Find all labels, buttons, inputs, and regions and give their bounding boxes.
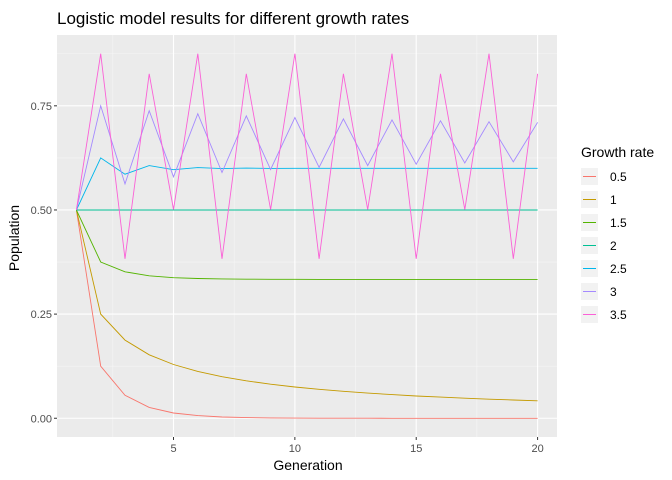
x-tick-label: 5 [170, 443, 176, 455]
chart-title: Logistic model results for different gro… [57, 9, 409, 28]
series-line-1-5 [75, 209, 538, 280]
legend: Growth rate 0.5 1 1.5 2 2.5 3 3.5 [581, 144, 654, 323]
legend-label: 1.5 [610, 216, 627, 230]
legend-title: Growth rate [581, 144, 654, 160]
x-axis-title: Generation [273, 457, 342, 473]
y-axis-title: Population [6, 205, 22, 271]
legend-label: 1 [610, 193, 617, 207]
legend-label: 3.5 [610, 308, 627, 322]
x-tick-label: 15 [410, 443, 422, 455]
legend-label: 2 [610, 239, 617, 253]
series-line-1 [75, 209, 538, 402]
y-tick-label: 0.50 [31, 205, 52, 217]
series-line-3 [75, 104, 538, 211]
series-line-2-5 [75, 157, 538, 211]
legend-label: 2.5 [610, 262, 627, 276]
series-line-0-5 [75, 209, 538, 419]
series-line-3-5 [75, 53, 539, 259]
legend-label: 3 [610, 285, 617, 299]
y-tick-label: 0.00 [31, 413, 52, 425]
y-tick-label: 0.25 [31, 309, 52, 321]
series-lines [75, 53, 539, 419]
legend-label: 0.5 [610, 170, 627, 184]
x-tick-label: 20 [531, 443, 543, 455]
y-axis-ticks: 0.00 0.25 0.50 0.75 [31, 101, 57, 425]
x-tick-label: 10 [289, 443, 301, 455]
plot-panel [57, 35, 557, 437]
legend-items: 0.5 1 1.5 2 2.5 3 3.5 [581, 168, 627, 323]
x-axis-ticks: 5 10 15 20 [170, 437, 544, 455]
y-tick-label: 0.75 [31, 101, 52, 113]
